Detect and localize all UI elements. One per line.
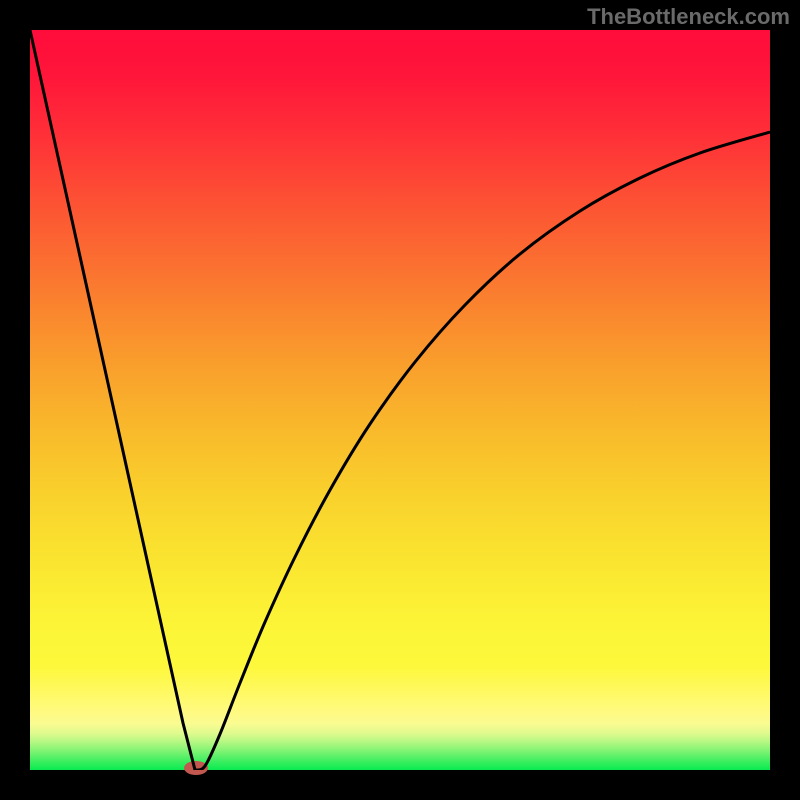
plot-area bbox=[30, 30, 770, 770]
chart-container: { "watermark": { "text": "TheBottleneck.… bbox=[0, 0, 800, 800]
watermark-text: TheBottleneck.com bbox=[587, 4, 790, 30]
bottleneck-chart bbox=[0, 0, 800, 800]
